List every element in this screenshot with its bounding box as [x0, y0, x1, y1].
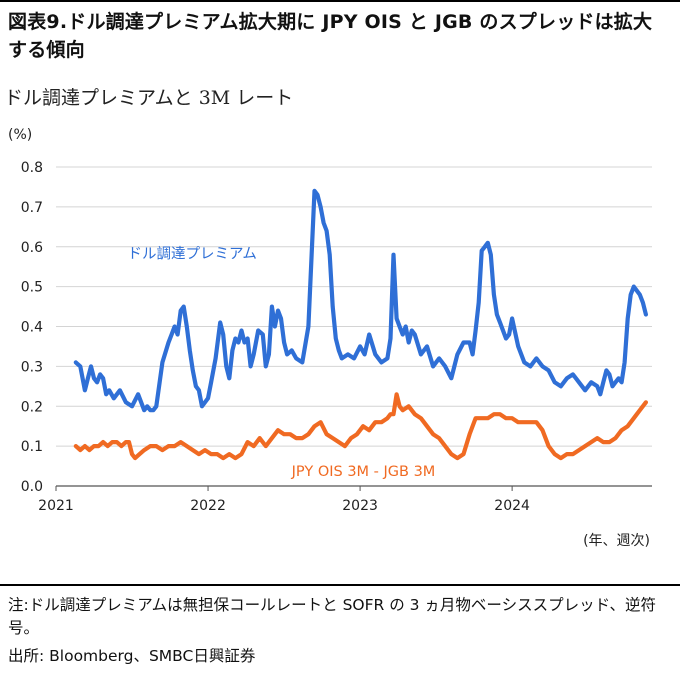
x-tick-label: 2022: [190, 498, 226, 514]
series-annotations: ドル調達プレミアム JPY OIS 3M - JGB 3M: [127, 246, 435, 480]
y-tick-label: 0.3: [21, 359, 43, 375]
bottom-rule: [0, 584, 680, 586]
y-tick-label: 0.1: [21, 439, 43, 455]
series-line-dollar-funding-premium: [73, 188, 648, 413]
y-tick-label: 0.5: [21, 280, 43, 296]
y-tick-label: 0.6: [21, 240, 43, 256]
footnote: 注:ドル調達プレミアムは無担保コールレートと SOFR の 3 ヵ月物ベーシスス…: [8, 596, 657, 637]
y-tick-label: 0.8: [21, 160, 43, 176]
source-note: 出所: Bloomberg、SMBC日興証券: [8, 647, 256, 665]
series-line-jpy-ois-jgb-spread: [73, 392, 648, 461]
y-axis-ticks: 0.0 0.1 0.2 0.3 0.4 0.5 0.6 0.7 0.8: [21, 160, 43, 495]
y-tick-label: 0.4: [21, 320, 43, 336]
gridlines: [56, 166, 652, 447]
annotation-dollar-funding-premium: ドル調達プレミアム: [127, 246, 256, 263]
y-tick-label: 0.0: [21, 479, 43, 495]
chart-title: ドル調達プレミアムと 3M レート: [4, 87, 294, 109]
figure-title: 図表9.ドル調達プレミアム拡大期に JPY OIS と JGB のスプレッドは拡…: [8, 11, 653, 61]
x-axis-unit-label: (年、週次): [583, 533, 650, 549]
line-chart: (%) (年、週次) 0.0 0.1 0.2 0.3 0.4 0.5 0.6 0.7 0.8 2…: [8, 127, 652, 549]
x-tick-label: 2024: [494, 498, 530, 514]
y-tick-label: 0.7: [21, 200, 43, 216]
x-axis-ticks: 2021 2022 2023 2024: [38, 486, 530, 514]
top-rule: [0, 0, 680, 2]
y-axis-unit-label: (%): [8, 127, 32, 143]
series-lines: [73, 188, 648, 461]
x-tick-label: 2023: [342, 498, 378, 514]
y-tick-label: 0.2: [21, 399, 43, 415]
x-tick-label: 2021: [38, 498, 74, 514]
annotation-jpy-ois-jgb-spread: JPY OIS 3M - JGB 3M: [291, 464, 436, 480]
